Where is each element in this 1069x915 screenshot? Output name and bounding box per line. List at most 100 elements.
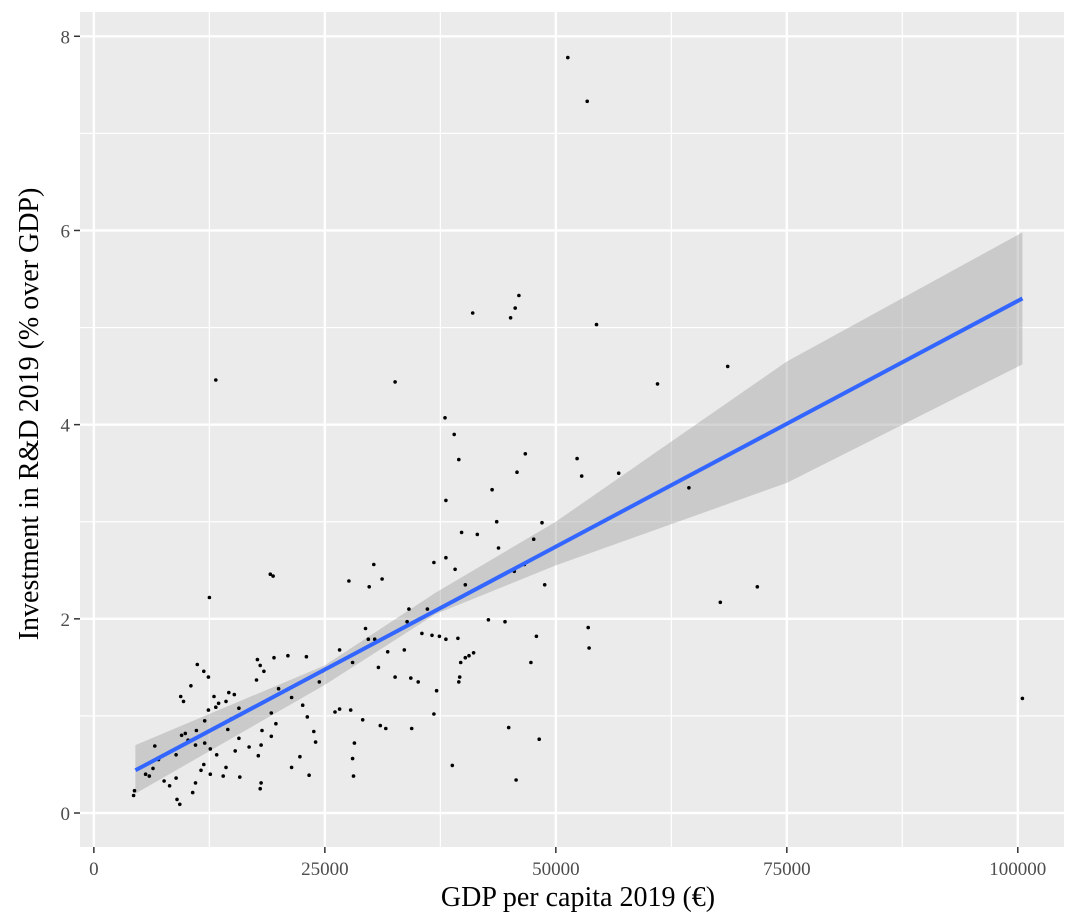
data-point (193, 781, 198, 785)
data-point (153, 744, 157, 748)
data-point (470, 311, 475, 315)
data-point (393, 380, 397, 384)
data-point (587, 646, 591, 650)
data-point (300, 703, 305, 707)
data-point (463, 583, 468, 587)
data-point (202, 719, 207, 723)
data-point (503, 619, 507, 624)
y-tick-label: 0 (61, 804, 71, 825)
data-point (260, 728, 264, 733)
data-point (350, 756, 355, 761)
data-point (450, 763, 455, 768)
data-point (202, 669, 206, 674)
x-tick-label: 50000 (532, 859, 580, 880)
regression-line (134, 296, 1024, 773)
data-point (457, 675, 462, 679)
data-point (258, 786, 263, 791)
data-point (496, 546, 501, 550)
data-point (254, 678, 259, 682)
data-point (459, 530, 464, 535)
data-point (256, 753, 261, 758)
data-point (179, 733, 184, 738)
data-point (463, 655, 468, 660)
data-point (475, 532, 480, 537)
data-point (214, 705, 218, 709)
y-tick-label: 6 (61, 221, 71, 242)
data-point (376, 665, 381, 670)
data-point (175, 797, 179, 802)
data-point (268, 572, 273, 576)
data-point (313, 740, 318, 744)
y-tick-label: 8 (61, 27, 71, 48)
data-point (452, 432, 457, 437)
data-point (181, 699, 186, 704)
data-point (687, 486, 691, 490)
regression-line-layer (134, 296, 1024, 773)
data-point (274, 721, 278, 726)
data-point (262, 669, 266, 674)
data-point (420, 631, 424, 636)
data-point (471, 651, 476, 655)
data-point (409, 726, 414, 731)
x-tick-label: 75000 (763, 859, 811, 880)
data-point (453, 567, 457, 572)
data-point (208, 772, 213, 776)
data-point (425, 607, 430, 611)
data-point (494, 519, 499, 524)
data-point (360, 718, 365, 722)
data-point (347, 579, 351, 583)
data-point (490, 487, 494, 492)
data-point (393, 675, 397, 679)
data-point (616, 471, 621, 476)
data-point (289, 695, 294, 700)
data-point (298, 754, 302, 759)
data-point (378, 723, 383, 728)
data-point (202, 762, 206, 767)
data-point (224, 699, 228, 704)
data-point (384, 726, 388, 731)
data-point (1020, 696, 1025, 701)
data-point (174, 776, 178, 780)
data-point (178, 694, 183, 699)
data-point (409, 676, 413, 680)
data-point (183, 731, 188, 736)
data-point (457, 457, 461, 462)
data-point (385, 650, 390, 654)
data-point (189, 684, 193, 688)
data-point (255, 657, 260, 662)
data-point (258, 663, 263, 668)
data-point (585, 99, 589, 104)
data-point (405, 619, 409, 624)
data-point (194, 728, 199, 733)
data-point (206, 675, 211, 679)
data-point (517, 293, 521, 298)
data-point (531, 537, 536, 541)
data-point (132, 788, 137, 793)
data-point (655, 382, 660, 386)
data-point (221, 774, 225, 778)
data-point (514, 778, 518, 782)
major-gridlines (80, 12, 1064, 847)
data-point (513, 306, 517, 310)
data-point (195, 662, 200, 667)
data-point (147, 774, 152, 778)
data-point (432, 560, 436, 565)
data-point (352, 741, 357, 745)
data-point (529, 660, 533, 665)
data-point (317, 680, 322, 684)
data-point (269, 734, 274, 739)
data-point (232, 692, 237, 697)
y-axis-title: Investment in R&D 2019 (% over GDP) (14, 188, 45, 641)
data-point (444, 498, 448, 503)
data-point (594, 322, 599, 327)
data-point (305, 715, 310, 719)
panel-background (80, 12, 1064, 847)
y-axis: 0 2 4 6 8 (61, 27, 80, 825)
data-point (515, 470, 519, 475)
data-point (286, 653, 290, 658)
data-point (143, 772, 148, 776)
data-point (238, 775, 242, 779)
data-point (380, 577, 384, 581)
data-point (289, 765, 294, 770)
data-point (167, 784, 172, 788)
